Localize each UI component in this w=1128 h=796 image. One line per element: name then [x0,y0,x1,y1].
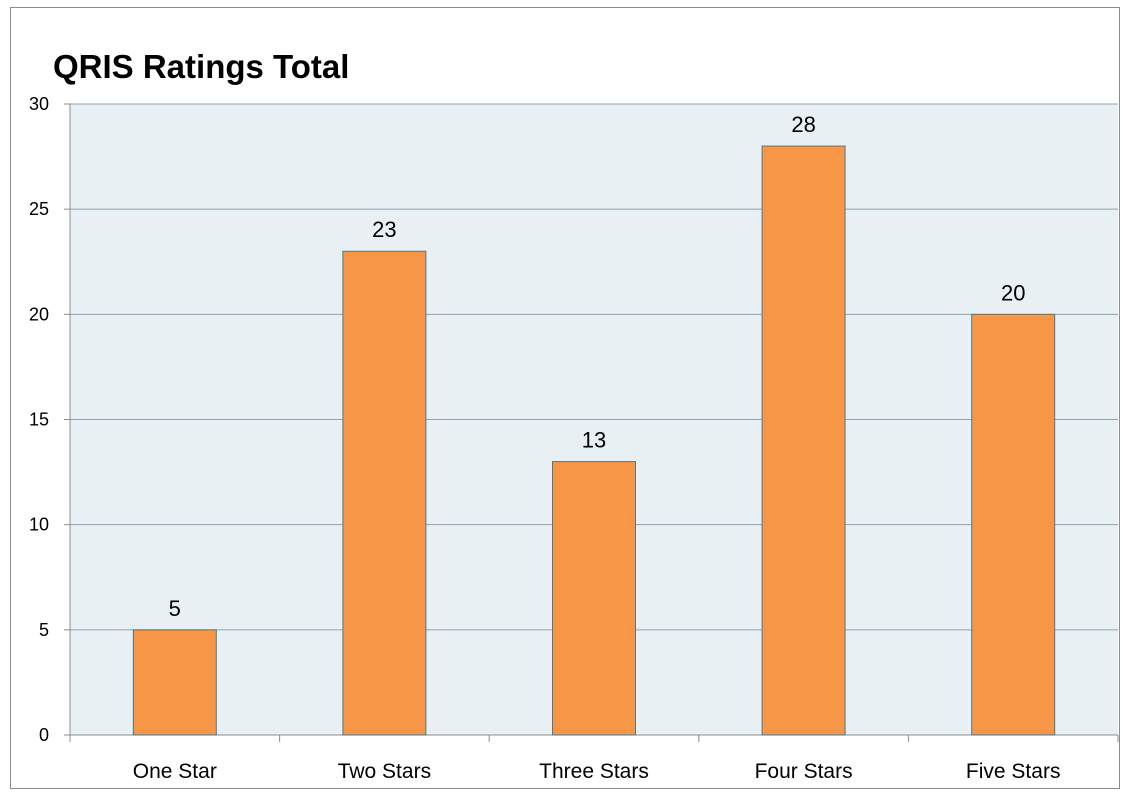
data-label: 20 [1001,280,1025,305]
x-tick-label: Five Stars [966,760,1061,783]
data-label: 28 [791,112,815,137]
bar [552,461,636,736]
y-axis-ticks: 0 5 10 15 20 25 30 [29,94,70,745]
y-tick-label: 15 [29,410,49,430]
y-tick-label: 25 [29,199,49,219]
bar [761,145,846,736]
chart-title: QRIS Ratings Total [53,48,350,85]
y-tick-label: 10 [29,515,49,535]
data-labels: 5 23 13 28 20 [169,112,1026,621]
data-label: 13 [582,428,606,453]
x-tick-label: Four Stars [755,760,853,783]
data-label: 5 [169,596,181,621]
y-tick-label: 30 [29,94,49,114]
bar [132,629,217,736]
y-tick-label: 0 [39,725,49,745]
x-axis-ticks: One Star Two Stars Three Stars Four Stars Fi… [69,735,1119,783]
x-tick-label: Three Stars [539,760,649,783]
x-tick-label: One Star [133,760,217,783]
y-tick-label: 20 [29,304,49,324]
bar [342,250,427,736]
x-tick-label: Two Stars [338,760,431,783]
bars [132,145,1056,736]
y-tick-label: 5 [39,620,49,640]
bar [971,313,1056,736]
data-label: 23 [372,217,396,242]
